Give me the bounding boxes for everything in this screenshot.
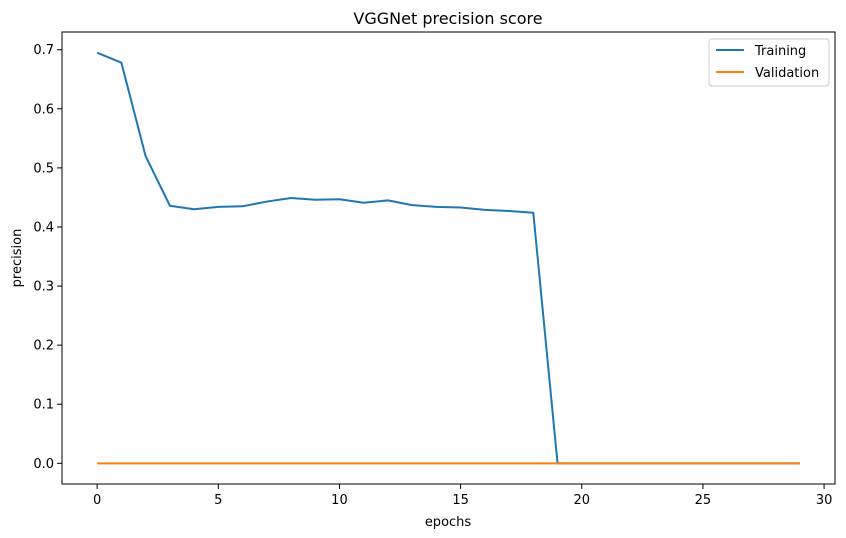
y-tick-label: 0.3 <box>33 280 54 295</box>
y-tick-label: 0.7 <box>33 43 54 58</box>
y-axis-ticks: 0.0 0.1 0.2 0.3 0.4 0.5 0.6 0.7 <box>33 43 62 472</box>
x-tick-label: 30 <box>816 493 833 508</box>
chart-title: VGGNet precision score <box>353 9 542 28</box>
y-tick-label: 0.5 <box>33 161 54 176</box>
x-axis-label: epochs <box>425 515 472 530</box>
x-tick-label: 25 <box>695 493 712 508</box>
legend: Training Validation <box>708 38 830 87</box>
y-tick-label: 0.0 <box>33 457 54 472</box>
series-layer <box>96 51 800 465</box>
y-tick-label: 0.1 <box>33 398 54 413</box>
x-tick-label: 15 <box>452 493 469 508</box>
y-axis-label: precision <box>10 229 25 288</box>
y-tick-label: 0.2 <box>33 339 54 354</box>
legend-label-training: Training <box>754 44 806 59</box>
plot-frame <box>61 31 836 485</box>
x-tick-label: 5 <box>214 493 222 508</box>
series-line-training <box>96 51 800 465</box>
x-tick-label: 0 <box>93 493 101 508</box>
x-axis-ticks: 0 5 10 15 20 25 30 <box>93 484 832 508</box>
plot-area: 0 5 10 15 20 25 30 0.0 0.1 0.2 0.3 0.4 0.5 0.6 0.7 <box>33 31 836 508</box>
legend-label-validation: Validation <box>755 66 819 81</box>
x-tick-label: 20 <box>574 493 591 508</box>
x-tick-label: 10 <box>331 493 348 508</box>
y-tick-label: 0.4 <box>33 220 54 235</box>
y-tick-label: 0.6 <box>33 102 54 117</box>
